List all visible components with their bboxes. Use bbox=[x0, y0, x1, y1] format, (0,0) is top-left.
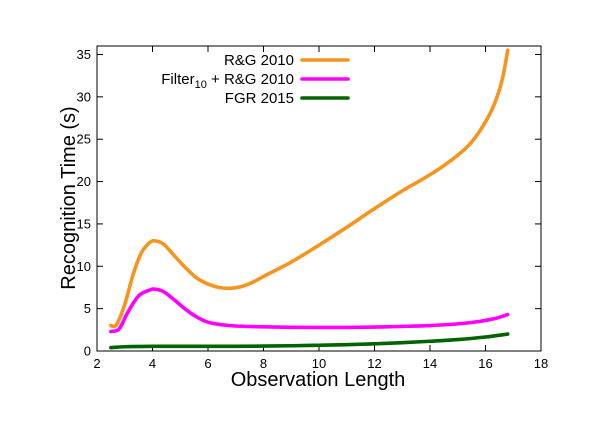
x-tick-label: 12 bbox=[367, 356, 381, 371]
y-tick-label: 35 bbox=[77, 47, 91, 62]
x-tick-label: 2 bbox=[93, 356, 100, 371]
plot-axes: 2 4 6 8 10 12 14 16 18 0 5 10 15 20 25 30 35 bbox=[77, 45, 548, 371]
y-tick-label: 10 bbox=[77, 259, 91, 274]
x-tick-label: 6 bbox=[204, 356, 211, 371]
x-tick-label: 8 bbox=[260, 356, 267, 371]
x-tick-label: 10 bbox=[312, 356, 326, 371]
legend-label-rg-2010: R&G 2010 bbox=[224, 52, 294, 69]
x-tick-label: 16 bbox=[478, 356, 492, 371]
y-tick-label: 5 bbox=[84, 301, 91, 316]
x-axis-label: Observation Length bbox=[231, 369, 406, 391]
series-line-fgr-2015 bbox=[109, 332, 510, 350]
y-tick-label: 30 bbox=[77, 89, 91, 104]
x-tick-label: 18 bbox=[534, 356, 548, 371]
x-tick-label: 4 bbox=[149, 356, 156, 371]
plot-frame bbox=[96, 45, 542, 352]
y-axis-label: Recognition Time (s) bbox=[58, 106, 80, 289]
series-lines bbox=[109, 48, 510, 350]
y-tick-label: 0 bbox=[84, 344, 91, 359]
series-line-filter10-rg-2010 bbox=[109, 287, 510, 334]
legend-label-fgr-2015: FGR 2015 bbox=[225, 90, 294, 107]
legend-label-filter10-rg-2010: Filter10 + R&G 2010 bbox=[161, 71, 294, 91]
series-line-rg-2010 bbox=[109, 48, 510, 329]
x-tick-label: 14 bbox=[423, 356, 437, 371]
y-tick-label: 25 bbox=[77, 132, 91, 147]
y-tick-label: 15 bbox=[77, 216, 91, 231]
y-tick-label: 20 bbox=[77, 174, 91, 189]
